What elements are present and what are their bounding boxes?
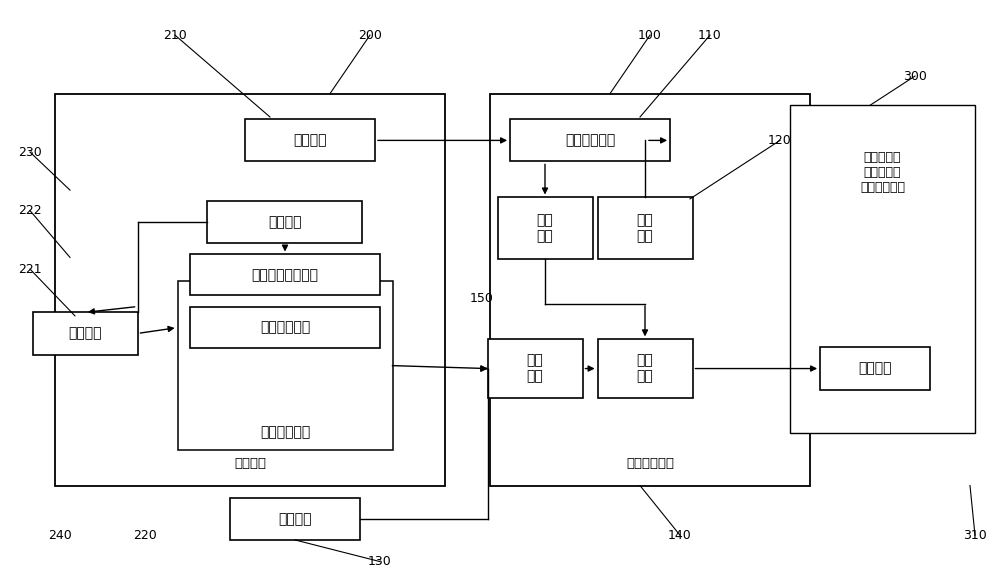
Text: 采集终端: 采集终端 — [278, 512, 312, 526]
Bar — [190, 307, 380, 348]
Bar — [230, 498, 360, 540]
Bar — [178, 281, 392, 450]
Bar — [190, 254, 380, 295]
Text: 230: 230 — [18, 146, 42, 159]
Bar — [498, 198, 592, 259]
Bar — [490, 94, 810, 486]
Text: 130: 130 — [368, 555, 392, 568]
Text: 110: 110 — [698, 29, 722, 42]
Text: 210: 210 — [163, 29, 187, 42]
Text: 解密
模块: 解密 模块 — [527, 353, 543, 384]
Text: 安全接入网关: 安全接入网关 — [626, 457, 674, 470]
Text: 零一生成模块: 零一生成模块 — [260, 321, 310, 335]
Text: 200: 200 — [358, 29, 382, 42]
Text: 300: 300 — [903, 70, 927, 82]
Text: 存储
模块: 存储 模块 — [637, 213, 653, 243]
Bar — [510, 119, 670, 161]
Text: 密钥生成模块: 密钥生成模块 — [260, 425, 310, 439]
Bar — [488, 339, 582, 398]
Text: 输入模块: 输入模块 — [293, 133, 327, 147]
Text: 时钟模块: 时钟模块 — [68, 326, 102, 340]
Text: 240: 240 — [48, 529, 72, 542]
Text: 控制
模块: 控制 模块 — [537, 213, 553, 243]
Text: 新型电力系
统传感采集
信息采集系统: 新型电力系 统传感采集 信息采集系统 — [860, 151, 905, 194]
Text: 100: 100 — [638, 29, 662, 42]
Text: 采集终端: 采集终端 — [234, 457, 266, 470]
Text: 发送模块: 发送模块 — [268, 215, 302, 229]
Bar — [55, 94, 445, 486]
Text: 220: 220 — [133, 529, 157, 542]
Text: 开关
模块: 开关 模块 — [637, 353, 653, 384]
Text: 接收模块: 接收模块 — [858, 362, 892, 376]
Text: 150: 150 — [470, 292, 494, 305]
Bar — [598, 198, 692, 259]
Text: 140: 140 — [668, 529, 692, 542]
Bar — [33, 312, 138, 355]
Text: 222: 222 — [18, 204, 42, 217]
Bar — [598, 339, 692, 398]
Text: 随机点数生成模块: 随机点数生成模块 — [252, 268, 318, 282]
Text: 221: 221 — [18, 263, 42, 276]
Text: 身份认证模块: 身份认证模块 — [565, 133, 615, 147]
Text: 310: 310 — [963, 529, 987, 542]
Bar — [820, 347, 930, 390]
Text: 120: 120 — [768, 134, 792, 147]
Bar — [207, 201, 362, 243]
Bar — [245, 119, 375, 161]
Bar — [790, 105, 975, 433]
